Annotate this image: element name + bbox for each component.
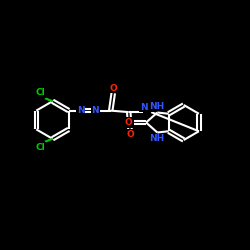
Text: NH: NH bbox=[149, 134, 164, 143]
Text: O: O bbox=[126, 130, 134, 138]
Text: N: N bbox=[77, 106, 84, 115]
Text: N: N bbox=[92, 106, 99, 115]
Text: Cl: Cl bbox=[35, 143, 45, 152]
Text: O: O bbox=[125, 118, 132, 127]
Text: O: O bbox=[110, 84, 118, 92]
Text: NH: NH bbox=[140, 102, 155, 112]
Text: NH: NH bbox=[149, 102, 164, 111]
Text: Cl: Cl bbox=[35, 88, 45, 97]
